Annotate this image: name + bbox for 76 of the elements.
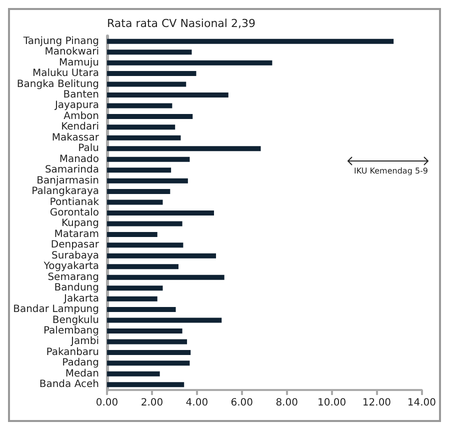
y-tick-label: Banda Aceh xyxy=(39,379,99,390)
bar xyxy=(107,382,184,388)
bar xyxy=(107,124,176,130)
annotation: IKU Kemendag 5-9 xyxy=(354,166,428,176)
y-tick-label: Bangka Belitung xyxy=(16,78,99,90)
bar xyxy=(107,200,163,205)
bar xyxy=(107,60,272,66)
bar xyxy=(107,242,184,248)
bar xyxy=(107,360,190,366)
y-tick-label: Pakanbaru xyxy=(46,346,99,358)
x-tick-label: 6.00 xyxy=(230,398,253,408)
y-tick-label: Surabaya xyxy=(52,250,99,262)
x-tick-label: 0.00 xyxy=(96,398,118,408)
bar xyxy=(107,71,196,76)
text: Rata rata CV Nasional 2,39 xyxy=(107,17,256,30)
y-tick-label: Kendari xyxy=(61,122,99,133)
y-tick-label: Medan xyxy=(65,368,99,380)
y-tick-label: Ambon xyxy=(64,110,99,122)
y-tick-label: Bengkulu xyxy=(52,314,99,326)
x-tick-label: 12.00 xyxy=(362,398,392,408)
bar xyxy=(107,146,261,152)
y-tick-label: Palangkaraya xyxy=(32,186,99,198)
bar xyxy=(107,328,182,334)
x-tick-label: 10.00 xyxy=(317,398,346,408)
y-tick-label: Banjarmasin xyxy=(36,175,99,186)
y-tick-label: Palu xyxy=(78,143,99,154)
bar xyxy=(107,103,172,108)
x-tick-label: 4.00 xyxy=(186,398,208,408)
y-tick-label: Bandung xyxy=(54,282,99,294)
bar xyxy=(107,178,188,184)
bar xyxy=(107,232,158,237)
bar xyxy=(107,50,192,55)
y-tick-label: Yogyakarta xyxy=(42,261,99,272)
y-tick-label: Denpasar xyxy=(50,240,100,251)
bar xyxy=(107,92,228,98)
y-tick-label: Manado xyxy=(59,154,99,165)
bar xyxy=(107,350,191,355)
bar xyxy=(107,307,176,312)
bar xyxy=(107,253,216,258)
y-tick-label: Jambi xyxy=(70,336,99,348)
bar xyxy=(107,264,178,270)
y-tick-label: Maluku Utara xyxy=(32,68,99,80)
x-tick-label: 8.00 xyxy=(276,398,298,408)
bar xyxy=(107,189,170,194)
y-tick-label: Manokwari xyxy=(44,46,99,58)
bar xyxy=(107,339,188,344)
bar xyxy=(107,82,186,87)
y-tick-label: Bandar Lampung xyxy=(13,304,99,316)
bar xyxy=(107,371,160,376)
y-tick-label: Kupang xyxy=(61,218,99,230)
bar xyxy=(107,156,190,162)
y-tick-label: Makassar xyxy=(52,132,100,144)
bar xyxy=(107,286,163,291)
bar xyxy=(107,135,181,140)
y-tick-label: Banten xyxy=(63,90,99,100)
bar xyxy=(107,274,224,280)
bar xyxy=(107,210,214,216)
bar xyxy=(107,114,193,119)
y-tick-label: Mataram xyxy=(54,228,99,240)
y-tick-label: Jayapura xyxy=(54,100,99,112)
x-tick-label: 2.00 xyxy=(140,398,164,408)
x-tick-label: 14.00 xyxy=(407,398,436,408)
y-tick-label: Semarang xyxy=(48,272,99,283)
bar xyxy=(107,168,172,173)
y-tick-label: Mamuju xyxy=(59,57,99,68)
bar xyxy=(107,38,394,44)
bar xyxy=(107,221,182,226)
bar xyxy=(107,296,158,302)
y-tick-label: Pontianak xyxy=(50,196,100,208)
y-tick-label: Palembang xyxy=(43,326,99,336)
y-tick-label: Padang xyxy=(62,358,99,369)
y-tick-label: Jakarta xyxy=(63,293,99,304)
bar xyxy=(107,318,222,323)
y-tick-label: Samarinda xyxy=(44,164,99,176)
y-tick-label: Tanjung Pinang xyxy=(22,36,99,47)
y-tick-label: Gorontalo xyxy=(50,208,99,218)
